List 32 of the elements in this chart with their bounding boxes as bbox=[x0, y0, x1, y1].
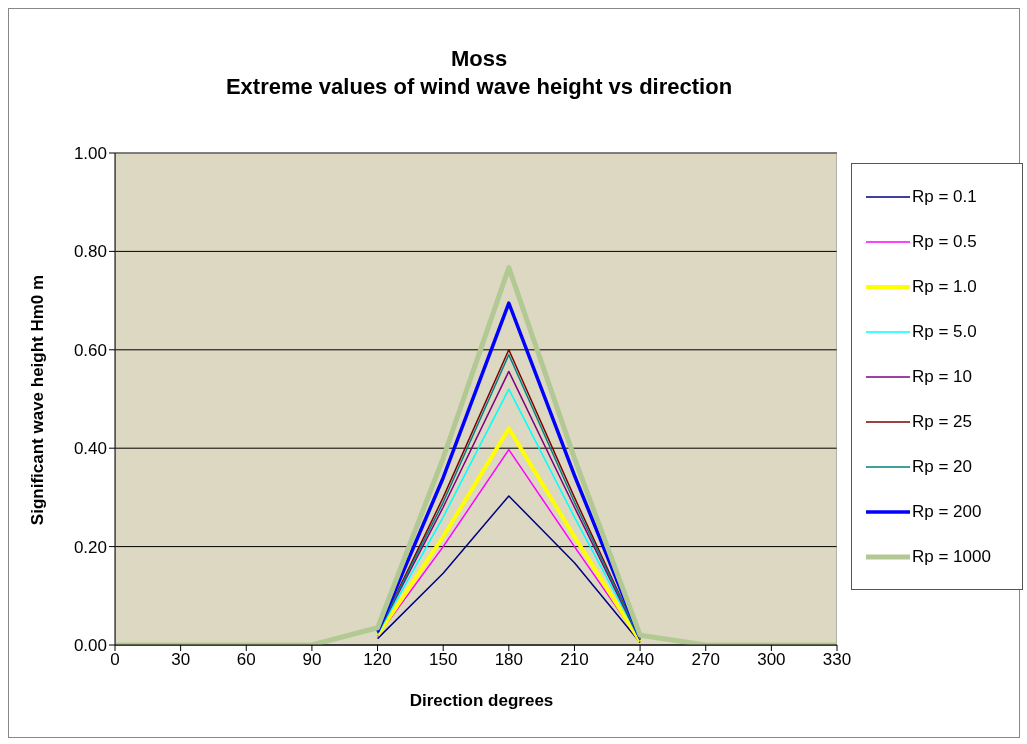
legend-label: Rp = 1000 bbox=[912, 546, 991, 567]
chart-title: Moss bbox=[449, 45, 509, 73]
y-tick-label: 1.00 bbox=[73, 144, 107, 164]
y-tick-label: 0.80 bbox=[73, 242, 107, 262]
x-tick-label: 150 bbox=[428, 650, 458, 670]
x-tick-label: 0 bbox=[110, 650, 120, 670]
x-tick-label: 90 bbox=[302, 650, 322, 670]
y-tick-label: 0.40 bbox=[73, 439, 107, 459]
x-tick-label: 330 bbox=[822, 650, 852, 670]
y-axis-title: Significant wave height Hm0 m bbox=[28, 274, 48, 526]
legend-label: Rp = 1.0 bbox=[912, 276, 977, 297]
x-tick-label: 300 bbox=[757, 650, 786, 670]
x-tick-label: 30 bbox=[171, 650, 191, 670]
x-tick-label: 240 bbox=[625, 650, 655, 670]
x-tick-label: 180 bbox=[494, 650, 524, 670]
legend-label: Rp = 0.5 bbox=[912, 231, 977, 252]
legend-label: Rp = 200 bbox=[912, 501, 982, 522]
x-tick-label: 270 bbox=[691, 650, 720, 670]
legend-label: Rp = 25 bbox=[912, 411, 973, 432]
y-tick-label: 0.20 bbox=[73, 537, 107, 557]
x-tick-label: 210 bbox=[560, 650, 589, 670]
x-tick-label: 120 bbox=[363, 650, 392, 670]
x-tick-label: 60 bbox=[236, 650, 256, 670]
line-series bbox=[376, 495, 641, 644]
legend-label: Rp = 10 bbox=[912, 366, 973, 387]
y-tick-label: 0.60 bbox=[73, 340, 107, 360]
legend-label: Rp = 0.1 bbox=[912, 186, 977, 207]
x-axis-title: Direction degrees bbox=[408, 691, 555, 711]
chart-subtitle: Extreme values of wind wave height vs direction bbox=[224, 73, 734, 101]
legend-label: Rp = 20 bbox=[912, 456, 973, 477]
y-tick-label: 0.00 bbox=[73, 636, 107, 656]
legend-label: Rp = 5.0 bbox=[912, 321, 977, 342]
